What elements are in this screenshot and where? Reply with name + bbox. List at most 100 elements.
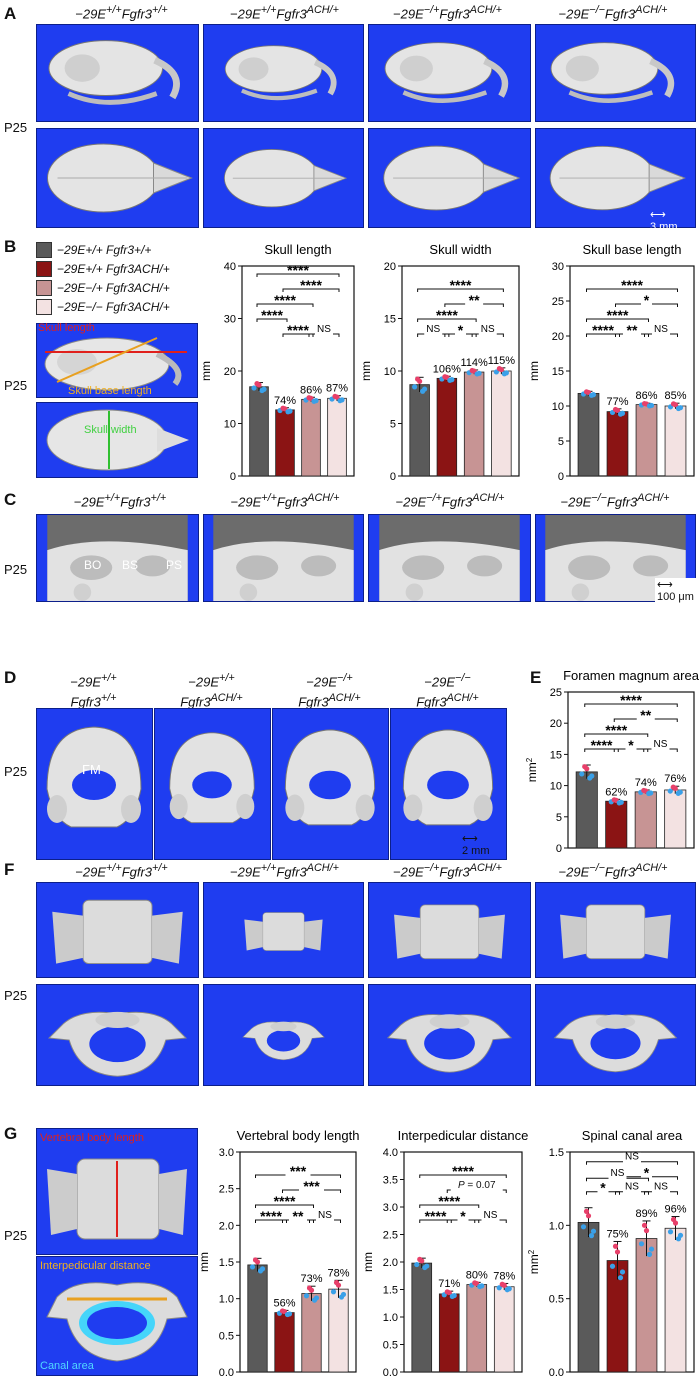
panel-label-d: D: [4, 668, 17, 687]
age-label-f: P25: [4, 988, 28, 1003]
data-point: [279, 1308, 286, 1314]
percent-label: 86%: [300, 384, 322, 396]
bar: [577, 1222, 600, 1373]
data-point: [675, 1236, 682, 1242]
genotype-header-d-2: −29E+/+ Fgfr3ACH/+: [180, 672, 243, 710]
significance-label: ****: [450, 277, 472, 293]
genotype-header-c-3: −29E−/+Fgfr3ACH/+: [395, 492, 505, 510]
y-tick-label: 1.0: [549, 1220, 564, 1232]
y-tick-label: 1.5: [219, 1257, 234, 1269]
chart-vertebral-body-length: Vertebral body length 0.0 0.5 1.0 1.5 2.0 2.5 3…: [198, 1128, 359, 1379]
vertebra-lateral-tile-4: [535, 882, 696, 978]
skull-dorsal-tile-1: [36, 128, 199, 228]
skull-lateral-annotated: [36, 323, 198, 398]
legend-swatch: [36, 299, 52, 315]
panel-label-e: E: [530, 668, 542, 687]
y-tick-label: 3.0: [219, 1147, 234, 1159]
data-point: [285, 409, 291, 415]
y-tick-label: 1.5: [549, 1147, 564, 1159]
y-tick-label: 0.5: [383, 1340, 398, 1352]
panel-label-f: F: [4, 860, 15, 879]
y-tick-label: 10: [552, 401, 564, 413]
significance-label: *: [644, 1165, 650, 1181]
data-point: [257, 1268, 264, 1274]
skull-lateral-tile-3: [368, 24, 531, 122]
significance-bracket: [586, 288, 678, 292]
significance-label: NS: [317, 324, 331, 335]
y-tick-label: 4.0: [383, 1147, 398, 1159]
panel-label-b: B: [4, 237, 17, 256]
scale-bar-c: ⟷ 100 μm: [655, 578, 696, 603]
vertebra-axial-tile-2: [203, 984, 364, 1086]
bar: [438, 1293, 460, 1373]
y-tick-label: 3.5: [383, 1175, 398, 1187]
percent-label: 114%: [460, 357, 488, 369]
data-point: [641, 787, 647, 794]
significance-bracket: [419, 1174, 507, 1178]
percent-label: 78%: [493, 1270, 515, 1282]
y-tick-label: 1.0: [219, 1294, 234, 1306]
y-tick-label: 15: [550, 749, 562, 761]
data-point: [504, 1287, 510, 1293]
significance-label: NS: [611, 1168, 625, 1179]
panel-label-c: C: [4, 490, 17, 509]
data-point: [583, 1208, 590, 1214]
chart-title: Foramen magnum area: [563, 668, 700, 683]
significance-label: ****: [300, 277, 322, 293]
significance-label: ****: [592, 322, 614, 338]
skull-dorsal-tile-4: [535, 128, 696, 228]
significance-label: **: [293, 1208, 304, 1224]
percent-label: 71%: [438, 1278, 460, 1290]
significance-label: ****: [287, 262, 309, 278]
y-tick-label: 0.5: [219, 1330, 234, 1342]
bar: [664, 1227, 687, 1373]
plot-frame: [567, 691, 695, 849]
skull-dorsal-tile-2: [203, 128, 364, 228]
data-point: [280, 405, 286, 411]
y-tick-label: 0: [230, 471, 236, 483]
significance-label: NS: [625, 1182, 639, 1193]
data-point: [583, 389, 590, 395]
data-point: [609, 1263, 616, 1269]
bar: [301, 1293, 322, 1373]
data-point: [474, 371, 480, 377]
y-tick-label: 40: [224, 261, 236, 273]
significance-bracket: [584, 733, 649, 738]
data-point: [580, 1224, 587, 1230]
y-tick-label: 3.0: [383, 1202, 398, 1214]
data-point: [252, 1257, 259, 1263]
significance-label: **: [627, 322, 638, 338]
y-tick-label: 2.0: [383, 1257, 398, 1269]
label-bo: BO: [84, 558, 102, 572]
legend-item-2: −29E+/+ Fgfr3ACH/+: [36, 261, 170, 277]
percent-label: 89%: [635, 1208, 657, 1220]
data-point: [612, 1243, 619, 1249]
y-tick-label: 1.0: [383, 1312, 398, 1324]
bar: [247, 1264, 268, 1373]
significance-label: ****: [274, 292, 296, 308]
label-bs: BS: [122, 558, 139, 572]
scale-bar-d: ⟷ 2 mm: [462, 833, 490, 857]
data-point: [675, 790, 681, 796]
y-axis-label: mm: [200, 361, 213, 381]
significance-label: **: [469, 292, 480, 308]
vertebra-axial-annotated: [36, 1256, 198, 1376]
data-point: [249, 1264, 256, 1270]
percent-label: 74%: [274, 395, 296, 407]
data-point: [444, 1289, 450, 1295]
data-point: [472, 1280, 478, 1286]
y-tick-label: 20: [552, 331, 564, 343]
y-tick-label: 0.5: [549, 1294, 564, 1306]
chart-title: Skull length: [264, 242, 331, 257]
genotype-header-c-2: −29E+/+Fgfr3ACH/+: [230, 492, 340, 510]
percent-label: 62%: [605, 786, 627, 798]
data-point: [414, 1261, 420, 1268]
legend-item-4: −29E−/− Fgfr3ACH/+: [36, 299, 170, 315]
age-label-a: P25: [4, 120, 28, 135]
age-label-d: P25: [4, 764, 28, 779]
y-tick-label: 20: [550, 718, 562, 730]
y-tick-label: 0.0: [383, 1367, 398, 1379]
percent-label: 78%: [327, 1267, 349, 1279]
y-tick-label: 10: [384, 366, 396, 378]
scale-bar-a: ⟷ 3 mm: [650, 209, 678, 233]
